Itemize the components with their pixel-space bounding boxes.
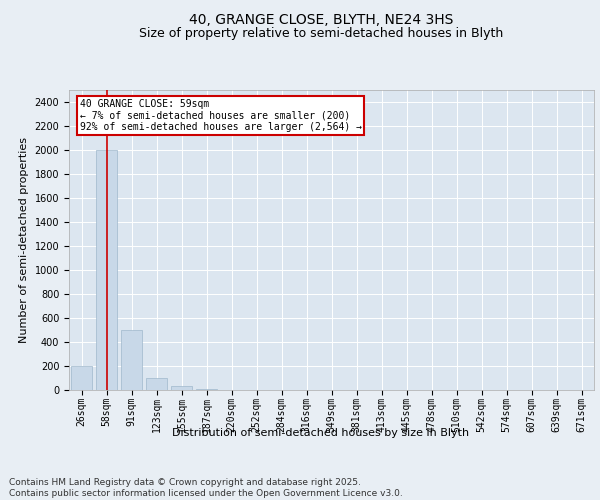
- Text: Contains HM Land Registry data © Crown copyright and database right 2025.
Contai: Contains HM Land Registry data © Crown c…: [9, 478, 403, 498]
- Text: 40, GRANGE CLOSE, BLYTH, NE24 3HS: 40, GRANGE CLOSE, BLYTH, NE24 3HS: [189, 12, 453, 26]
- Bar: [171, 386, 192, 390]
- Bar: [121, 330, 142, 390]
- Y-axis label: Number of semi-detached properties: Number of semi-detached properties: [19, 137, 29, 343]
- Text: Distribution of semi-detached houses by size in Blyth: Distribution of semi-detached houses by …: [172, 428, 470, 438]
- Text: Size of property relative to semi-detached houses in Blyth: Size of property relative to semi-detach…: [139, 28, 503, 40]
- Bar: [146, 378, 167, 390]
- Text: 40 GRANGE CLOSE: 59sqm
← 7% of semi-detached houses are smaller (200)
92% of sem: 40 GRANGE CLOSE: 59sqm ← 7% of semi-deta…: [79, 99, 361, 132]
- Bar: [96, 150, 117, 390]
- Bar: [71, 366, 92, 390]
